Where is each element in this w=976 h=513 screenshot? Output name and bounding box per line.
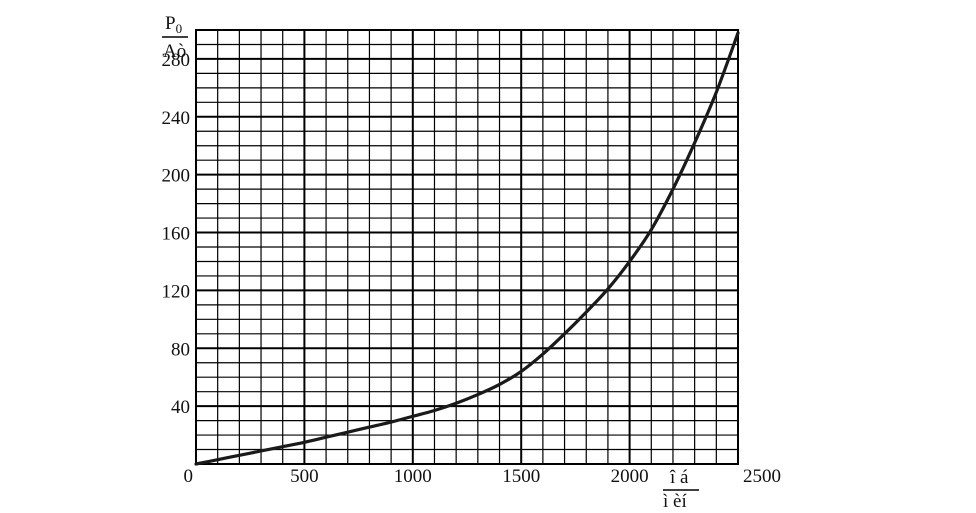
x-tick-label: 2500 [743,466,781,487]
x-tick-labels: 0 500 1000 1500 2000 2500 [184,466,782,487]
y-axis-title-bottom: Aò [163,41,186,62]
grid-major-lines [196,30,738,464]
y-tick-label: 40 [171,397,190,418]
y-tick-label: 80 [171,339,190,360]
series-curve [194,31,740,466]
y-tick-label: 240 [162,108,191,129]
x-tick-label: 1000 [394,466,432,487]
y-axis-title-top: P0 [165,13,182,36]
grid-minor-lines [196,30,738,464]
grid [196,30,738,464]
y-tick-label: 120 [162,281,191,302]
y-axis-title-symbol: P [165,13,176,34]
y-tick-labels: 40 80 120 160 200 240 280 [162,50,191,418]
y-axis-title-subscript: 0 [176,21,183,36]
x-axis-title-bottom: ì èí [663,491,687,512]
y-axis-title: P0 Aò [162,13,188,62]
x-axis-title-top: î á [669,467,689,488]
y-tick-label: 200 [162,166,191,187]
x-tick-label: 0 [184,466,194,487]
x-tick-label: 1500 [502,466,540,487]
y-tick-label: 280 [162,50,191,71]
plot-frame [195,29,739,465]
x-tick-label: 2000 [611,466,649,487]
x-axis-title: î á ì èí [663,467,699,512]
y-tick-label: 160 [162,224,191,245]
x-tick-label: 500 [290,466,319,487]
